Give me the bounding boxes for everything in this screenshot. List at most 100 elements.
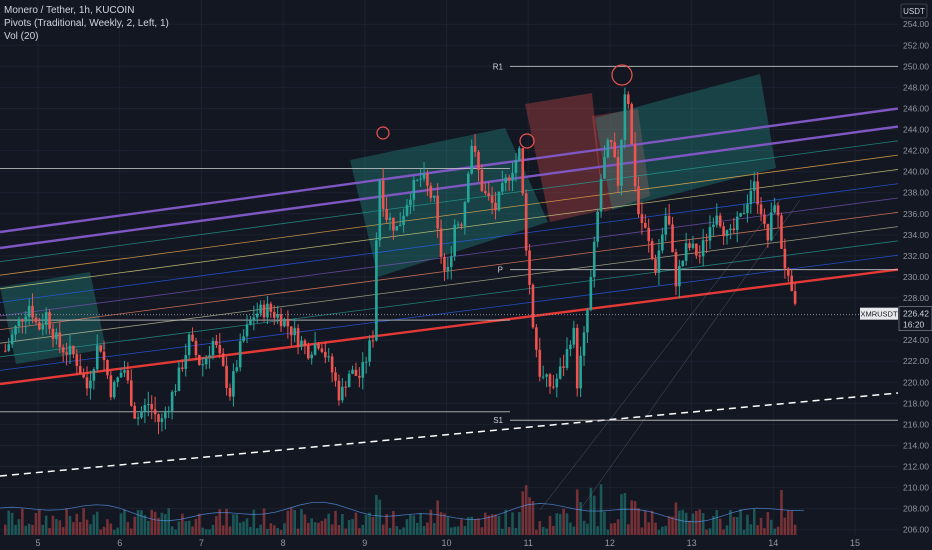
volume-bar xyxy=(364,514,368,535)
candle-body xyxy=(582,332,586,356)
symbol-tag xyxy=(860,307,898,320)
candle-body xyxy=(429,185,433,198)
candle-body xyxy=(293,328,296,336)
x-tick-label: 14 xyxy=(768,538,778,548)
candle-body xyxy=(592,241,596,278)
volume-bar xyxy=(228,526,232,535)
volume-bar xyxy=(705,529,708,535)
volume-bar xyxy=(279,529,283,535)
candle-body xyxy=(773,205,776,213)
candle-body xyxy=(409,199,412,206)
pivots-indicator-label[interactable]: Pivots (Traditional, Weekly, 2, Left, 1) xyxy=(4,18,169,29)
candle-body xyxy=(364,361,368,363)
candle-body xyxy=(586,310,589,333)
candle-body xyxy=(644,222,647,228)
volume-bar xyxy=(303,514,307,535)
volume-bar xyxy=(44,515,48,535)
candle-body xyxy=(174,390,177,392)
volume-bar xyxy=(466,517,470,535)
volume-bar xyxy=(565,513,569,535)
volume-bar xyxy=(327,513,331,535)
candle-body xyxy=(443,256,446,271)
candle-body xyxy=(609,139,613,143)
volume-bar xyxy=(453,526,456,535)
candle-body xyxy=(412,179,416,200)
candle-body xyxy=(460,224,463,226)
candle-body xyxy=(480,170,484,192)
candle-body xyxy=(599,178,603,212)
candle-body xyxy=(375,240,378,341)
volume-bar xyxy=(95,511,99,535)
candle-body xyxy=(402,215,405,225)
candle-body xyxy=(780,215,783,249)
candle-body xyxy=(661,234,664,251)
volume-bar xyxy=(129,528,133,535)
channel-upper-line xyxy=(0,125,899,250)
candle-body xyxy=(388,217,392,220)
volume-bar xyxy=(136,510,140,535)
volume-bar xyxy=(208,529,211,535)
volume-bar xyxy=(262,508,266,535)
volume-bar xyxy=(17,519,21,535)
volume-bar xyxy=(157,517,160,535)
volume-bar xyxy=(72,522,75,535)
volume-bar xyxy=(695,510,698,535)
volume-bar xyxy=(102,526,106,535)
volume-bar xyxy=(313,522,317,535)
candle-body xyxy=(667,215,671,225)
candle-body xyxy=(235,367,239,372)
volume-bar xyxy=(201,527,205,535)
fan-line xyxy=(0,169,899,290)
volume-bar xyxy=(698,509,702,535)
volume-bar xyxy=(715,510,719,535)
volume-bar xyxy=(749,524,753,535)
volume-bar xyxy=(191,526,194,535)
volume-bar xyxy=(541,526,545,535)
volume-bar xyxy=(116,527,119,535)
volume-bar xyxy=(55,519,58,535)
volume-bar xyxy=(746,514,749,535)
candle-body xyxy=(21,319,24,322)
volume-bar xyxy=(616,519,620,535)
candle-body xyxy=(215,341,218,346)
y-tick-label: 246.00 xyxy=(903,103,929,113)
volume-bar xyxy=(535,529,538,535)
candle-body xyxy=(136,417,140,419)
volume-bar xyxy=(518,512,521,535)
time-axis[interactable]: 5 6 7 8 9 10 11 12 13 14 15 xyxy=(35,538,860,548)
top-marker-circle xyxy=(611,64,633,86)
volume-bar xyxy=(671,516,674,535)
volume-bar xyxy=(398,529,402,535)
candle-body xyxy=(766,223,770,241)
candle-body xyxy=(347,373,351,388)
volume-bar xyxy=(41,524,45,535)
candle-body xyxy=(695,243,698,256)
candle-body xyxy=(24,316,28,322)
candle-body xyxy=(123,370,126,373)
volume-bar xyxy=(684,512,688,535)
candle-body xyxy=(48,312,51,329)
candle-body xyxy=(490,196,494,203)
candle-body xyxy=(432,195,436,198)
volume-bar xyxy=(344,528,348,535)
volume-bar xyxy=(123,509,126,535)
volume-bar xyxy=(140,510,143,535)
volume-bar xyxy=(657,529,661,535)
candle-body xyxy=(65,352,68,355)
volume-bar xyxy=(449,527,453,535)
volume-bar xyxy=(637,508,640,535)
volume-indicator-label[interactable]: Vol (20) xyxy=(4,31,39,42)
candle-body xyxy=(191,334,194,341)
pivot-p-label: P xyxy=(498,266,503,275)
candle-body xyxy=(283,318,286,327)
y-tick-label: 236.00 xyxy=(903,209,929,219)
volume-bar xyxy=(187,520,191,535)
candle-body xyxy=(616,157,620,186)
candle-body xyxy=(681,260,685,266)
volume-bar xyxy=(7,510,11,535)
chart-legend: Monero / Tether, 1h, KUCOIN Pivots (Trad… xyxy=(4,4,169,43)
teal-box xyxy=(0,272,106,364)
symbol-title[interactable]: Monero / Tether, 1h, KUCOIN xyxy=(4,5,135,16)
candle-body xyxy=(524,193,528,251)
